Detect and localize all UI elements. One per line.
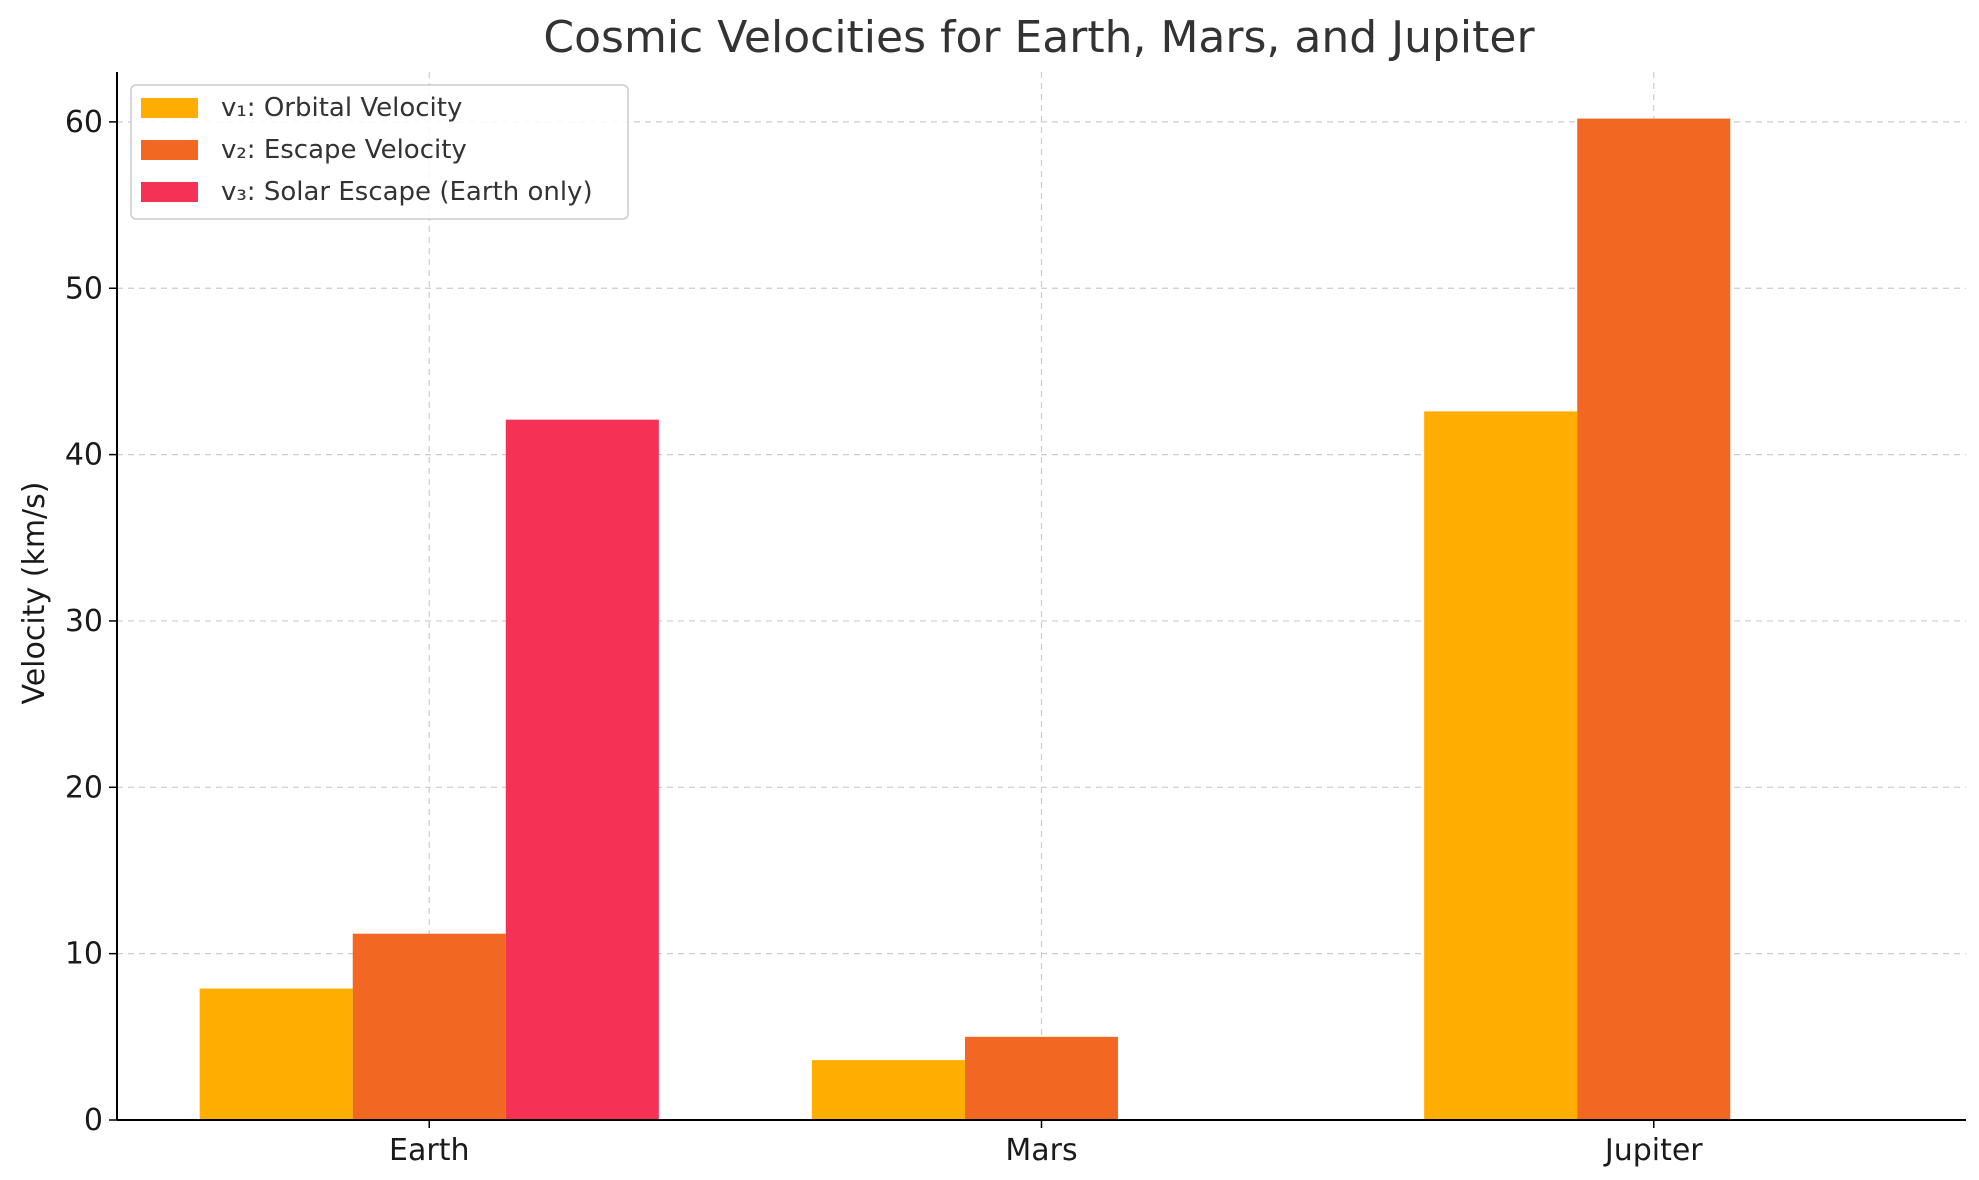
x-tick-label: Mars [1005,1133,1077,1168]
bar [505,419,659,1121]
chart-title: Cosmic Velocities for Earth, Mars, and J… [543,12,1535,63]
y-tick-label: 0 [84,1103,103,1138]
y-axis-label: Velocity (km/s) [17,482,52,705]
ticks-layer: 0 10 20 30 40 50 60 Earth Mars Jupiter [65,105,1703,1168]
legend-label: v₂: Escape Velocity [221,135,467,165]
legend-box [130,84,629,220]
bar [1577,118,1731,1121]
bar [1424,411,1578,1120]
x-tick-label: Jupiter [1603,1133,1703,1168]
legend: v₁: Orbital Velocity v₂: Escape Velocity v… [130,84,629,220]
legend-swatch [141,98,198,118]
legend-label: v₁: Orbital Velocity [221,93,462,123]
y-tick-label: 60 [65,105,103,140]
y-tick-label: 30 [65,604,103,639]
bar [964,1036,1119,1120]
y-tick-label: 50 [65,271,103,306]
x-tick-label: Earth [389,1133,469,1168]
bar [811,1060,965,1120]
legend-label: v₃: Solar Escape (Earth only) [221,177,593,207]
bars-layer [199,118,1731,1121]
legend-swatch [141,182,198,202]
y-tick-label: 40 [65,438,103,473]
bar [352,933,506,1120]
bar [199,988,353,1120]
y-tick-label: 20 [65,770,103,805]
legend-swatch [141,140,198,160]
y-tick-label: 10 [65,937,103,972]
